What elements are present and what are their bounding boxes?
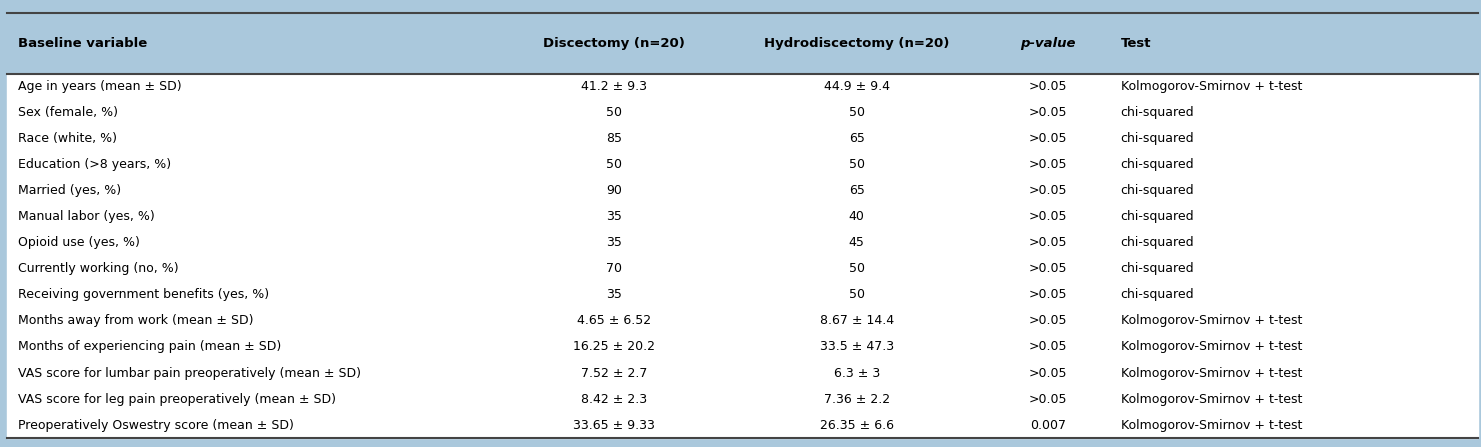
Text: Preoperatively Oswestry score (mean ± SD): Preoperatively Oswestry score (mean ± SD… (18, 418, 293, 431)
Text: Baseline variable: Baseline variable (18, 37, 147, 50)
Text: 50: 50 (849, 262, 865, 275)
Text: Receiving government benefits (yes, %): Receiving government benefits (yes, %) (18, 288, 270, 301)
Text: Married (yes, %): Married (yes, %) (18, 184, 121, 198)
Text: >0.05: >0.05 (1029, 341, 1068, 354)
Text: Opioid use (yes, %): Opioid use (yes, %) (18, 236, 139, 249)
Text: 33.65 ± 9.33: 33.65 ± 9.33 (573, 418, 655, 431)
Text: >0.05: >0.05 (1029, 158, 1068, 171)
Text: Kolmogorov-Smirnov + t-test: Kolmogorov-Smirnov + t-test (1121, 418, 1302, 431)
Text: Discectomy (n=20): Discectomy (n=20) (544, 37, 686, 50)
Text: 7.36 ± 2.2: 7.36 ± 2.2 (823, 392, 890, 405)
Text: Manual labor (yes, %): Manual labor (yes, %) (18, 211, 154, 224)
Text: VAS score for leg pain preoperatively (mean ± SD): VAS score for leg pain preoperatively (m… (18, 392, 336, 405)
Bar (7, 100, 1478, 126)
Bar (7, 74, 1478, 100)
Text: >0.05: >0.05 (1029, 80, 1068, 93)
Text: chi-squared: chi-squared (1121, 288, 1194, 301)
Bar (7, 334, 1478, 360)
Bar (7, 13, 1478, 74)
Text: chi-squared: chi-squared (1121, 184, 1194, 198)
Text: Kolmogorov-Smirnov + t-test: Kolmogorov-Smirnov + t-test (1121, 367, 1302, 380)
Text: Age in years (mean ± SD): Age in years (mean ± SD) (18, 80, 181, 93)
Text: 65: 65 (849, 184, 865, 198)
Bar (7, 204, 1478, 230)
Text: Education (>8 years, %): Education (>8 years, %) (18, 158, 170, 171)
Text: VAS score for lumbar pain preoperatively (mean ± SD): VAS score for lumbar pain preoperatively… (18, 367, 361, 380)
Text: Kolmogorov-Smirnov + t-test: Kolmogorov-Smirnov + t-test (1121, 80, 1302, 93)
Text: 0.007: 0.007 (1029, 418, 1066, 431)
Bar (7, 178, 1478, 204)
Text: 85: 85 (606, 132, 622, 145)
Text: 16.25 ± 20.2: 16.25 ± 20.2 (573, 341, 655, 354)
Text: >0.05: >0.05 (1029, 262, 1068, 275)
Text: Test: Test (1121, 37, 1151, 50)
Text: 50: 50 (849, 106, 865, 119)
Text: 50: 50 (849, 288, 865, 301)
Text: 4.65 ± 6.52: 4.65 ± 6.52 (578, 314, 652, 328)
Text: 26.35 ± 6.6: 26.35 ± 6.6 (819, 418, 893, 431)
Text: 8.42 ± 2.3: 8.42 ± 2.3 (581, 392, 647, 405)
Text: 33.5 ± 47.3: 33.5 ± 47.3 (819, 341, 893, 354)
Text: >0.05: >0.05 (1029, 132, 1068, 145)
Bar (7, 282, 1478, 308)
Text: chi-squared: chi-squared (1121, 262, 1194, 275)
Text: 41.2 ± 9.3: 41.2 ± 9.3 (581, 80, 647, 93)
Text: >0.05: >0.05 (1029, 106, 1068, 119)
Text: 35: 35 (606, 236, 622, 249)
Text: >0.05: >0.05 (1029, 236, 1068, 249)
Bar (7, 412, 1478, 438)
Text: Hydrodiscectomy (n=20): Hydrodiscectomy (n=20) (764, 37, 949, 50)
Text: >0.05: >0.05 (1029, 314, 1068, 328)
Text: 50: 50 (606, 158, 622, 171)
Text: 8.67 ± 14.4: 8.67 ± 14.4 (819, 314, 893, 328)
Text: 50: 50 (606, 106, 622, 119)
Text: >0.05: >0.05 (1029, 211, 1068, 224)
Text: Kolmogorov-Smirnov + t-test: Kolmogorov-Smirnov + t-test (1121, 314, 1302, 328)
Text: p-value: p-value (1020, 37, 1075, 50)
Text: 35: 35 (606, 288, 622, 301)
Text: chi-squared: chi-squared (1121, 158, 1194, 171)
Text: 90: 90 (606, 184, 622, 198)
Text: 50: 50 (849, 158, 865, 171)
Text: Months away from work (mean ± SD): Months away from work (mean ± SD) (18, 314, 253, 328)
Text: Currently working (no, %): Currently working (no, %) (18, 262, 178, 275)
Text: chi-squared: chi-squared (1121, 211, 1194, 224)
Text: 44.9 ± 9.4: 44.9 ± 9.4 (823, 80, 890, 93)
Text: chi-squared: chi-squared (1121, 106, 1194, 119)
Text: chi-squared: chi-squared (1121, 132, 1194, 145)
Text: 45: 45 (849, 236, 865, 249)
Text: >0.05: >0.05 (1029, 392, 1068, 405)
Bar (7, 126, 1478, 152)
Bar (7, 152, 1478, 178)
Text: Sex (female, %): Sex (female, %) (18, 106, 118, 119)
Text: 40: 40 (849, 211, 865, 224)
Bar (7, 230, 1478, 256)
Bar (7, 360, 1478, 386)
Text: 70: 70 (606, 262, 622, 275)
Bar (7, 256, 1478, 282)
Text: 65: 65 (849, 132, 865, 145)
Text: 7.52 ± 2.7: 7.52 ± 2.7 (581, 367, 647, 380)
Text: >0.05: >0.05 (1029, 184, 1068, 198)
Text: Kolmogorov-Smirnov + t-test: Kolmogorov-Smirnov + t-test (1121, 341, 1302, 354)
Text: Months of experiencing pain (mean ± SD): Months of experiencing pain (mean ± SD) (18, 341, 281, 354)
Text: Kolmogorov-Smirnov + t-test: Kolmogorov-Smirnov + t-test (1121, 392, 1302, 405)
Text: >0.05: >0.05 (1029, 288, 1068, 301)
Text: Race (white, %): Race (white, %) (18, 132, 117, 145)
Bar (7, 386, 1478, 412)
Text: 35: 35 (606, 211, 622, 224)
Text: chi-squared: chi-squared (1121, 236, 1194, 249)
Bar (7, 308, 1478, 334)
Text: 6.3 ± 3: 6.3 ± 3 (834, 367, 880, 380)
Text: >0.05: >0.05 (1029, 367, 1068, 380)
